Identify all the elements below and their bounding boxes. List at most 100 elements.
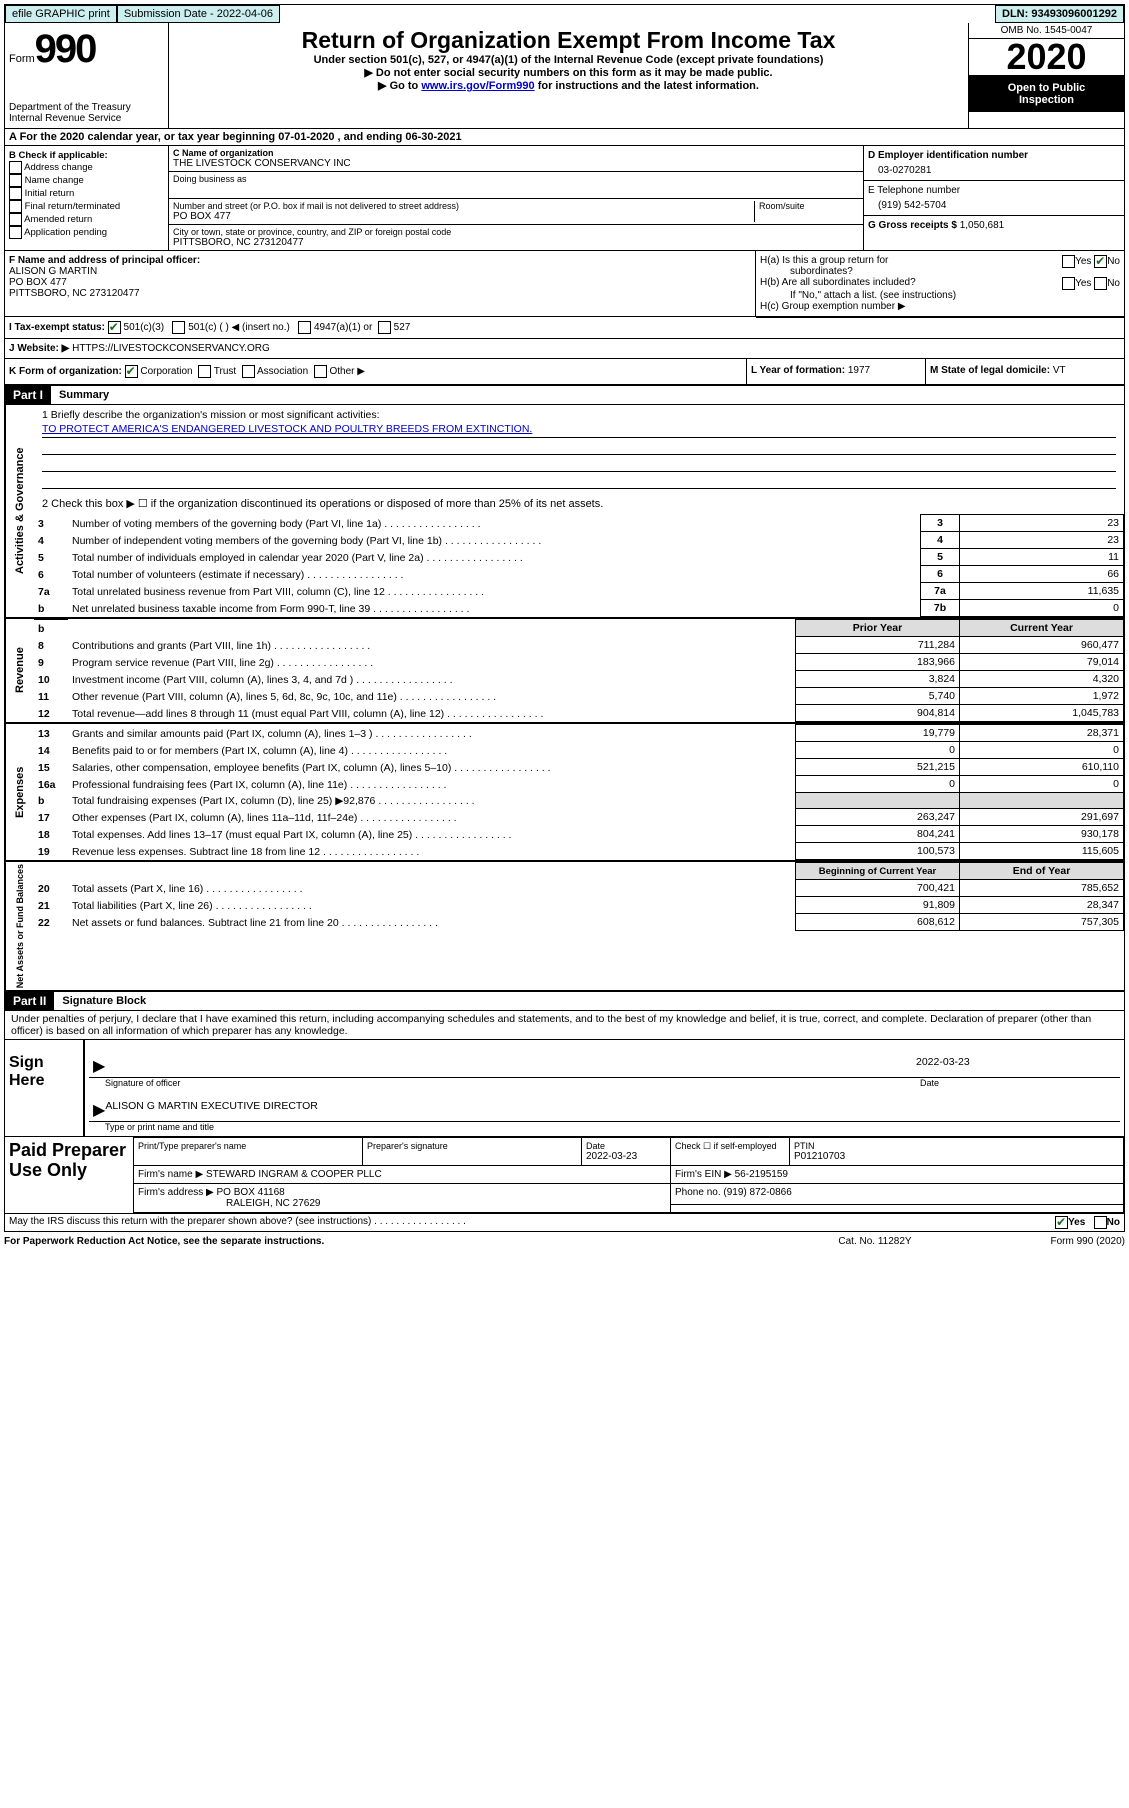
table-row: 15Salaries, other compensation, employee…: [34, 759, 1124, 776]
table-row: 11Other revenue (Part VIII, column (A), …: [34, 688, 1124, 705]
section-a-tax-year: A For the 2020 calendar year, or tax yea…: [5, 129, 1124, 146]
gross-receipts-label: G Gross receipts $: [868, 220, 957, 231]
cb-final-return[interactable]: Final return/terminated: [9, 200, 164, 213]
name-arrow-icon: ▶: [93, 1100, 105, 1120]
hb-no-checkbox[interactable]: [1094, 277, 1107, 290]
ha-label2: subordinates?: [760, 266, 853, 277]
signature-block: Under penalties of perjury, I declare th…: [5, 1011, 1124, 1231]
officer-addr: PO BOX 477: [9, 277, 751, 288]
form-990-number: 990: [35, 27, 96, 71]
block-b-title: B Check if applicable:: [9, 150, 164, 161]
part-1-title: Summary: [51, 389, 109, 401]
perjury-statement: Under penalties of perjury, I declare th…: [5, 1011, 1124, 1039]
top-bar: efile GRAPHIC print Submission Date - 20…: [5, 5, 1124, 23]
row-f-h: F Name and address of principal officer:…: [5, 250, 1124, 317]
form-number: Form990: [9, 27, 164, 72]
block-d-e-g: D Employer identification number 03-0270…: [863, 146, 1124, 250]
mission-text[interactable]: TO PROTECT AMERICA'S ENDANGERED LIVESTOC…: [42, 423, 532, 435]
dln-box: DLN: 93493096001292: [995, 5, 1124, 23]
header-note-1: ▶ Do not enter social security numbers o…: [173, 66, 964, 79]
firm-ein-label: Firm's EIN ▶: [675, 1169, 732, 1180]
phone-label: E Telephone number: [868, 185, 1120, 196]
dba-label: Doing business as: [173, 174, 859, 184]
irs-link[interactable]: www.irs.gov/Form990: [421, 80, 534, 92]
cat-no: Cat. No. 11282Y: [775, 1236, 975, 1247]
cb-address-change[interactable]: Address change: [9, 161, 164, 174]
discuss-row: May the IRS discuss this return with the…: [5, 1213, 1124, 1231]
ptin-value: P01210703: [794, 1151, 1119, 1162]
mission-block: 1 Briefly describe the organization's mi…: [34, 405, 1124, 493]
table-row: 10Investment income (Part VIII, column (…: [34, 671, 1124, 688]
cb-application-pending[interactable]: Application pending: [9, 226, 164, 239]
table-row: 22Net assets or fund balances. Subtract …: [34, 914, 1124, 931]
table-row: 18Total expenses. Add lines 13–17 (must …: [34, 826, 1124, 843]
cb-initial-return[interactable]: Initial return: [9, 187, 164, 200]
hc-label: H(c) Group exemption number ▶: [760, 301, 1120, 312]
officer-name: ALISON G MARTIN: [9, 266, 751, 277]
street-value: PO BOX 477: [173, 211, 750, 222]
table-row: 16aProfessional fundraising fees (Part I…: [34, 776, 1124, 793]
signature-arrow-icon: ▶: [93, 1056, 105, 1076]
table-row: bTotal fundraising expenses (Part IX, co…: [34, 793, 1124, 809]
ha-no-checkbox[interactable]: [1094, 255, 1107, 268]
note2-pre: ▶ Go to: [378, 80, 421, 92]
ein-value: 03-0270281: [868, 161, 1120, 176]
discuss-no-checkbox[interactable]: [1094, 1216, 1107, 1229]
room-label: Room/suite: [759, 201, 859, 211]
firm-phone: (919) 872-0866: [723, 1187, 791, 1198]
firm-addr-label: Firm's address ▶: [138, 1187, 214, 1198]
end-year-header: End of Year: [960, 863, 1124, 880]
table-row: 21Total liabilities (Part X, line 26)91,…: [34, 897, 1124, 914]
form-990-page: efile GRAPHIC print Submission Date - 20…: [4, 4, 1125, 1232]
form-header: Form990 Department of the Treasury Inter…: [5, 23, 1124, 129]
officer-city: PITTSBORO, NC 273120477: [9, 288, 751, 299]
form-year: 2020: [969, 39, 1124, 76]
website-label: J Website: ▶: [9, 343, 69, 354]
discuss-yes-checkbox[interactable]: [1055, 1216, 1068, 1229]
vert-netassets-label: Net Assets or Fund Balances: [5, 862, 34, 990]
prep-date-label: Date: [586, 1141, 666, 1151]
cb-other[interactable]: [314, 365, 327, 378]
cb-amended-return[interactable]: Amended return: [9, 213, 164, 226]
header-center: Return of Organization Exempt From Incom…: [169, 23, 968, 128]
table-row: 3Number of voting members of the governi…: [34, 515, 1124, 532]
k-form-org: K Form of organization: Corporation Trus…: [5, 359, 746, 384]
cb-trust[interactable]: [198, 365, 211, 378]
q2-checkbox-line: 2 Check this box ▶ ☐ if the organization…: [34, 493, 1124, 514]
prep-check-label: Check ☐ if self-employed: [675, 1141, 785, 1152]
vert-expenses-label: Expenses: [5, 724, 34, 860]
org-name-label: C Name of organization: [173, 148, 859, 158]
inspect-line-2: Inspection: [971, 94, 1122, 106]
cb-501c[interactable]: [172, 321, 185, 334]
efile-print-button[interactable]: efile GRAPHIC print: [5, 5, 117, 23]
ha-yes-checkbox[interactable]: [1062, 255, 1075, 268]
q1-label: 1 Briefly describe the organization's mi…: [42, 409, 1116, 421]
table-row: 7aTotal unrelated business revenue from …: [34, 583, 1124, 600]
table-row: 20Total assets (Part X, line 16)700,4217…: [34, 880, 1124, 897]
table-row: 13Grants and similar amounts paid (Part …: [34, 725, 1124, 742]
vert-revenue-label: Revenue: [5, 619, 34, 722]
cb-4947[interactable]: [298, 321, 311, 334]
cb-527[interactable]: [378, 321, 391, 334]
block-b-checkboxes: B Check if applicable: Address change Na…: [5, 146, 169, 250]
sign-date: 2022-03-23: [916, 1056, 1116, 1076]
header-left: Form990 Department of the Treasury Inter…: [5, 23, 169, 128]
hb-label: H(b) Are all subordinates included?: [760, 277, 1062, 290]
cb-association[interactable]: [242, 365, 255, 378]
firm-name: STEWARD INGRAM & COOPER PLLC: [206, 1169, 382, 1180]
gross-receipts-value: 1,050,681: [960, 220, 1005, 231]
expenses-section: Expenses 13Grants and similar amounts pa…: [5, 724, 1124, 862]
table-row: 17Other expenses (Part IX, column (A), l…: [34, 809, 1124, 826]
table-row: 8Contributions and grants (Part VIII, li…: [34, 637, 1124, 654]
table-row: 6Total number of volunteers (estimate if…: [34, 566, 1124, 583]
paid-preparer-label: Paid Preparer Use Only: [5, 1138, 134, 1213]
cb-501c3[interactable]: [108, 321, 121, 334]
cb-name-change[interactable]: Name change: [9, 174, 164, 187]
hb-yes-checkbox[interactable]: [1062, 277, 1075, 290]
block-i-tax-status: I Tax-exempt status: 501(c)(3) 501(c) ( …: [5, 317, 756, 338]
sig-name-label: Type or print name and title: [89, 1122, 1120, 1132]
cb-corporation[interactable]: [125, 365, 138, 378]
ha-label: H(a) Is this a group return for: [760, 255, 888, 266]
activities-governance-section: Activities & Governance 1 Briefly descri…: [5, 405, 1124, 619]
table-row: 9Program service revenue (Part VIII, lin…: [34, 654, 1124, 671]
